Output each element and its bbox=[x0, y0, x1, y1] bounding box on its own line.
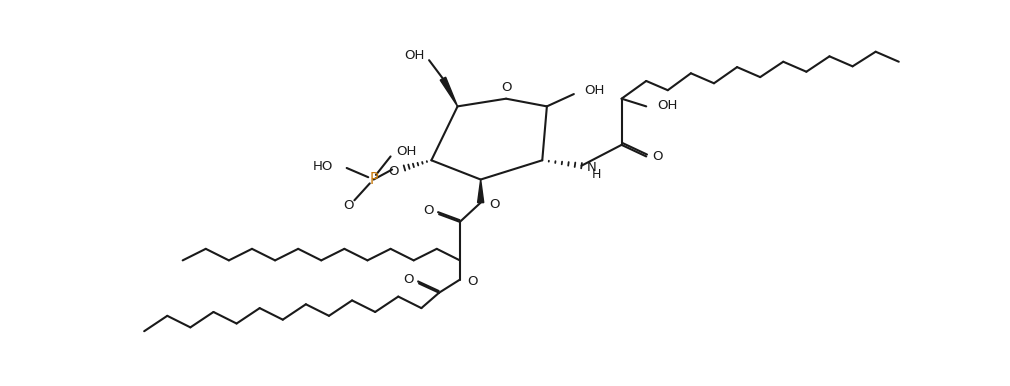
Text: O: O bbox=[489, 198, 500, 212]
Text: O: O bbox=[501, 81, 511, 94]
Text: O: O bbox=[388, 164, 398, 178]
Text: OH: OH bbox=[404, 49, 424, 62]
Polygon shape bbox=[478, 179, 484, 203]
Text: OH: OH bbox=[656, 99, 678, 112]
Text: O: O bbox=[468, 276, 478, 288]
Text: O: O bbox=[343, 199, 354, 212]
Text: OH: OH bbox=[397, 144, 417, 157]
Text: O: O bbox=[423, 204, 433, 217]
Text: O: O bbox=[652, 150, 663, 163]
Polygon shape bbox=[440, 77, 458, 107]
Text: OH: OH bbox=[585, 84, 605, 97]
Text: HO: HO bbox=[312, 160, 333, 173]
Text: O: O bbox=[403, 273, 414, 286]
Text: N: N bbox=[587, 161, 597, 174]
Text: H: H bbox=[592, 168, 601, 181]
Text: P: P bbox=[370, 172, 378, 187]
